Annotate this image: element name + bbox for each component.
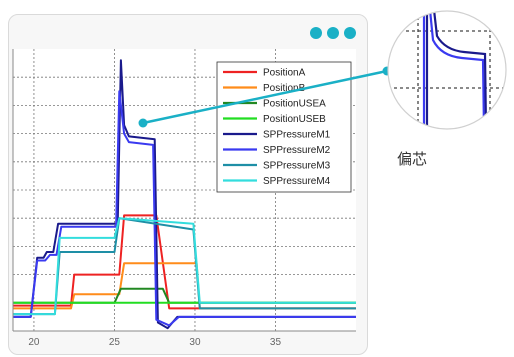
x-tick-label: 30 [189, 337, 201, 348]
legend-box [216, 61, 352, 193]
callout-label: 偏芯 [397, 150, 428, 168]
legend-label: SPPressureM4 [263, 176, 331, 187]
legend-label: SPPressureM2 [263, 145, 331, 156]
x-tick-label: 20 [28, 337, 40, 348]
callout-dot [138, 118, 148, 128]
callout-line [142, 69, 388, 125]
zoom-trace-m2 [422, 11, 486, 129]
legend-label: PositionUSEB [263, 114, 326, 125]
legend-label: PositionB [263, 83, 306, 94]
zoom-trace-m1 [425, 11, 488, 129]
zoom-inset [387, 10, 507, 130]
legend-label: SPPressureM1 [263, 130, 331, 141]
legend-label: PositionA [263, 68, 306, 79]
legend-label: SPPressureM3 [263, 161, 331, 172]
dot-icon [327, 27, 339, 39]
dot-icon [344, 27, 356, 39]
legend: PositionA PositionB PositionUSEA PositionUS… [216, 61, 352, 193]
series-line-SPPressureM4 [13, 217, 356, 316]
plot-lines [13, 59, 356, 330]
more-dots-icon[interactable] [310, 27, 361, 45]
series-line-SPPressureM1 [13, 59, 356, 330]
dot-icon [310, 27, 322, 39]
series-line-SPPressureM2 [13, 90, 356, 327]
x-tick-label: 25 [109, 337, 121, 348]
series-line-PositionA [13, 214, 356, 310]
x-tick-label: 35 [270, 337, 282, 348]
legend-label: PositionUSEA [263, 99, 326, 110]
x-ticks: 20 25 30 35 [28, 337, 281, 348]
